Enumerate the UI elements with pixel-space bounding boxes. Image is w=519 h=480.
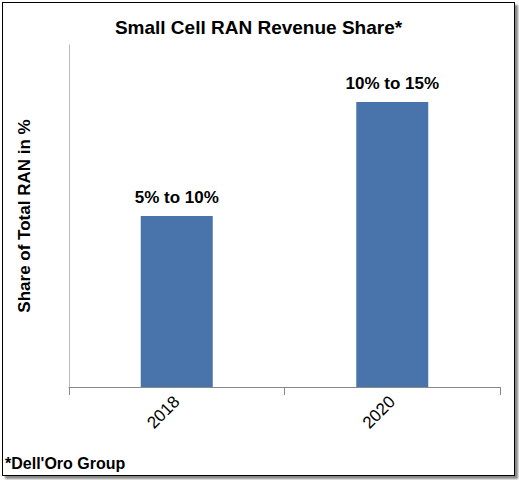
svg-text:5% to 10%: 5% to 10% — [135, 188, 219, 207]
svg-text:2020: 2020 — [359, 392, 399, 432]
svg-text:Small Cell RAN Revenue Share*: Small Cell RAN Revenue Share* — [115, 17, 403, 38]
svg-text:10% to 15%: 10% to 15% — [345, 74, 439, 93]
svg-text:*Dell'Oro Group: *Dell'Oro Group — [5, 455, 125, 472]
svg-text:2018: 2018 — [143, 392, 183, 432]
svg-text:Share of Total RAN in %: Share of Total RAN in % — [15, 119, 34, 312]
